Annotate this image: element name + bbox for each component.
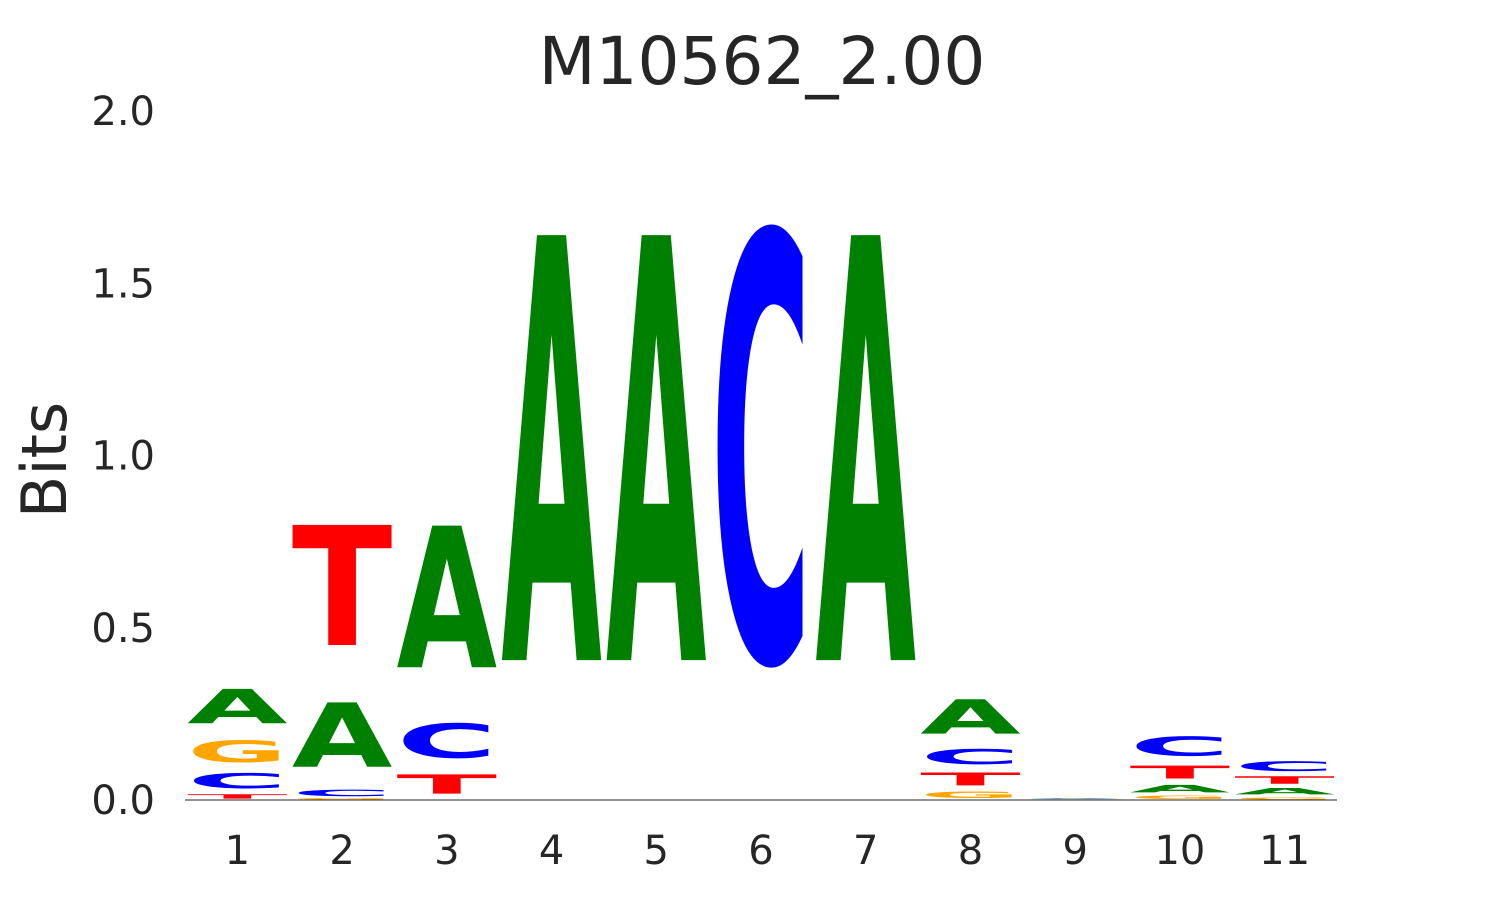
letter-T: T (920, 769, 1021, 790)
letter-A: A (501, 119, 602, 798)
letter-C: C (1234, 759, 1335, 774)
x-tick-label: 1 (225, 828, 250, 874)
letter-T: T (187, 793, 288, 800)
letter-C: C (1130, 731, 1231, 762)
stack-position-7: A (815, 119, 916, 798)
y-axis-ticks: 0.0 0.5 1.0 1.5 2.0 (91, 89, 155, 824)
chart-title: M10562_2.00 (539, 23, 986, 100)
letter-G: G (292, 798, 393, 800)
x-tick-label: 7 (853, 828, 878, 874)
letter-A: A (1130, 783, 1231, 795)
stack-position-6: C (711, 117, 812, 799)
x-tick-label: 11 (1259, 828, 1310, 874)
x-tick-label: 2 (329, 828, 354, 874)
letter-C: C (920, 745, 1021, 769)
y-tick-label: 0.5 (91, 606, 155, 652)
letter-G: G (1234, 797, 1335, 800)
x-tick-label: 6 (748, 828, 773, 874)
letter-C: C (187, 769, 288, 793)
letter-C: C (292, 788, 393, 798)
letter-A: A (920, 690, 1021, 745)
letter-G: G (1130, 795, 1231, 800)
letter-A: A (397, 487, 498, 713)
letter-A: A (292, 686, 393, 789)
x-tick-label: 3 (434, 828, 459, 874)
letter-C: C (711, 117, 812, 799)
letter-C: C (397, 714, 498, 769)
x-tick-label: 4 (539, 828, 564, 874)
y-tick-label: 0.0 (91, 778, 155, 824)
x-tick-label: 5 (644, 828, 669, 874)
letter-G: G (920, 790, 1021, 800)
letter-C: C (1025, 798, 1126, 799)
x-axis-ticks: 1 2 3 4 5 6 7 8 9 10 11 (225, 828, 1310, 874)
letter-A: A (606, 119, 707, 798)
y-axis-label: Bits (8, 402, 81, 518)
stack-position-3: TCA (397, 487, 498, 800)
x-tick-label: 8 (958, 828, 983, 874)
letter-A: A (815, 119, 916, 798)
letter-T: T (397, 769, 498, 800)
y-tick-label: 1.0 (91, 434, 155, 480)
y-tick-label: 2.0 (91, 89, 155, 135)
x-tick-label: 10 (1154, 828, 1205, 874)
letter-T: T (292, 492, 393, 684)
stack-position-4: A (501, 119, 602, 798)
x-tick-label: 9 (1062, 828, 1087, 874)
letter-A: A (1025, 799, 1126, 800)
y-tick-label: 1.5 (91, 261, 155, 307)
stack-position-5: A (606, 119, 707, 798)
letter-T: T (1234, 774, 1335, 786)
letter-stacks: TCGAGCATTCAAACAGTCAGACGATCGATC (187, 117, 1335, 800)
letter-G: G (187, 735, 288, 769)
letter-A: A (1234, 786, 1335, 796)
letter-T: T (1130, 762, 1231, 783)
letter-A: A (187, 680, 288, 735)
